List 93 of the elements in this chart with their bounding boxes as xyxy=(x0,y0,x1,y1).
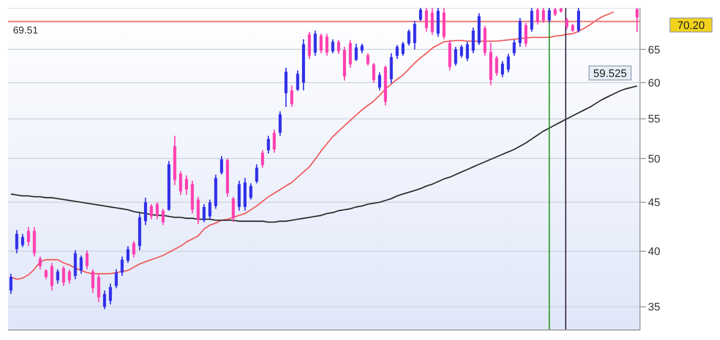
candlestick xyxy=(536,8,540,26)
data-label: 59.525 xyxy=(593,68,627,80)
y-tick-label: 45 xyxy=(648,197,660,210)
candlestick xyxy=(314,30,317,56)
candlestick xyxy=(436,8,440,38)
text: 70.20 xyxy=(677,20,705,32)
candlestick xyxy=(62,265,66,287)
candlestick xyxy=(144,197,148,226)
candlestick xyxy=(565,17,568,30)
candlestick xyxy=(162,208,165,226)
candlestick xyxy=(80,254,83,274)
candlestick xyxy=(249,182,252,200)
candlestick xyxy=(524,22,528,48)
candlestick xyxy=(460,44,464,58)
candlestick xyxy=(378,72,382,91)
candlestick xyxy=(108,283,112,306)
candlestick xyxy=(472,26,475,54)
candlestick xyxy=(196,196,200,225)
candlestick xyxy=(184,174,188,196)
candlestick xyxy=(97,273,100,303)
candlestick xyxy=(308,31,311,60)
candlestick xyxy=(21,233,24,248)
candlestick xyxy=(278,110,282,136)
y-tick-label: 50 xyxy=(648,153,660,166)
candlestick xyxy=(272,128,276,154)
candlestick xyxy=(325,33,328,56)
candlestick xyxy=(86,250,88,270)
y-tick-label: 55 xyxy=(648,114,660,126)
candlestick xyxy=(50,262,54,292)
candlestick xyxy=(15,229,18,254)
candlestick xyxy=(430,8,434,36)
candlestick xyxy=(495,55,498,76)
line-series xyxy=(10,85,638,223)
ref-line-label: 69.51 xyxy=(13,26,38,37)
candlestick xyxy=(530,8,534,32)
candlestick xyxy=(120,256,124,276)
candlestick xyxy=(255,164,258,184)
candlestick xyxy=(448,39,452,71)
candlestick xyxy=(466,41,469,62)
candlestick xyxy=(179,170,182,196)
candlestick xyxy=(542,8,545,24)
y-tick-label: 35 xyxy=(648,302,660,314)
candlestick xyxy=(577,8,580,34)
candlestick xyxy=(454,46,458,66)
candlestick xyxy=(26,226,30,247)
candlestick xyxy=(290,84,294,108)
candlestick xyxy=(402,41,404,56)
candlestick xyxy=(114,268,118,289)
y-tick-label: 60 xyxy=(648,78,660,90)
candlestick xyxy=(372,62,376,84)
candlestick xyxy=(407,28,410,46)
candlestick xyxy=(284,67,288,108)
candlestick xyxy=(74,250,77,280)
candlestick xyxy=(337,39,340,54)
candlestick xyxy=(68,268,71,284)
candlestick xyxy=(636,8,639,32)
candlestick xyxy=(413,20,416,50)
candlestick xyxy=(424,8,428,32)
candlestick xyxy=(9,273,12,295)
candlestick xyxy=(91,268,94,294)
candlestick xyxy=(360,43,364,54)
candlestick xyxy=(266,135,270,154)
candlestick xyxy=(396,44,399,60)
candlestick xyxy=(548,8,551,24)
candlestick xyxy=(32,226,36,258)
candlestick xyxy=(366,52,370,66)
candlestick xyxy=(202,204,206,223)
y-tick-label: 40 xyxy=(648,246,660,258)
candlestick xyxy=(232,196,235,223)
candlestick xyxy=(512,39,516,56)
candlestick xyxy=(419,8,422,22)
candlestick xyxy=(296,70,300,92)
candlestick xyxy=(220,155,224,176)
candlestick xyxy=(518,17,522,48)
candlestick xyxy=(261,150,264,168)
candlestick xyxy=(44,268,48,280)
candlestick xyxy=(56,268,60,284)
candlestick xyxy=(38,256,42,270)
candlestick xyxy=(320,33,323,54)
candlestick xyxy=(156,202,159,220)
candlestick xyxy=(354,43,358,62)
candlestick xyxy=(208,198,212,220)
candlestick xyxy=(150,204,153,220)
candlestick xyxy=(506,53,510,73)
candlestick xyxy=(132,240,136,258)
candlestick xyxy=(390,52,393,84)
candlestick xyxy=(331,38,334,54)
candlestick xyxy=(103,290,106,310)
candlestick xyxy=(500,60,504,78)
candlestick xyxy=(238,180,241,212)
y-tick-label: 65 xyxy=(648,44,660,56)
candlestick xyxy=(348,39,352,68)
candlestick xyxy=(126,246,130,264)
